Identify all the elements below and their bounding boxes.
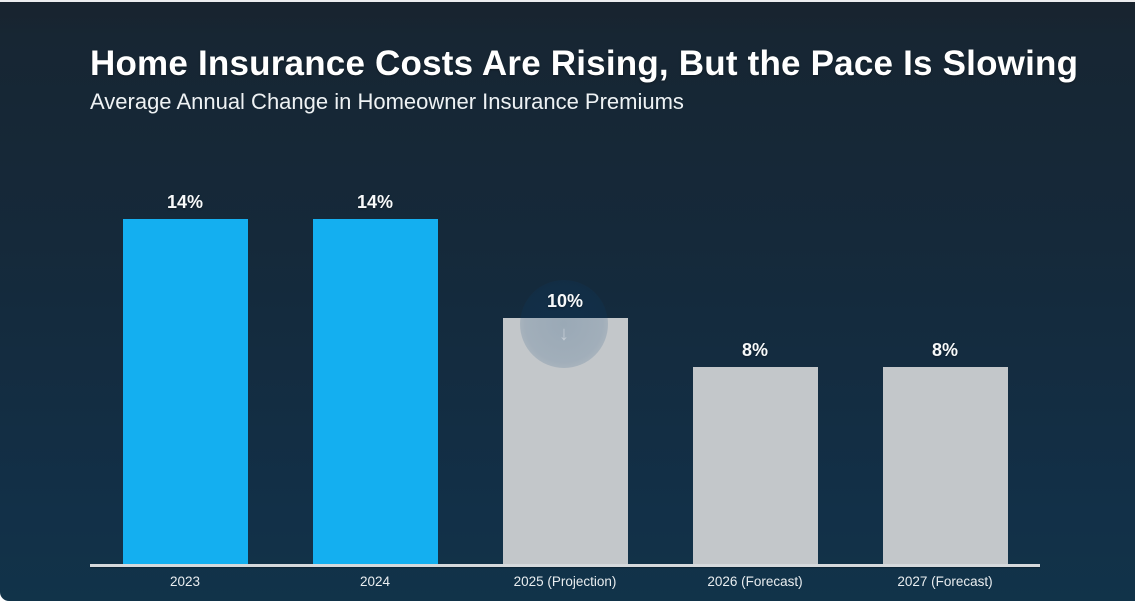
bar-rect-2025-projection	[502, 317, 628, 564]
x-axis-tick-labels: 2023 2024 2025 (Projection) 2026 (Foreca…	[90, 574, 1040, 589]
bar-rect-2027-forecast	[882, 366, 1008, 564]
bar-rect-2024	[312, 218, 438, 564]
bar-group-2026-forecast: 8%	[660, 340, 850, 564]
tick-label-2027-forecast: 2027 (Forecast)	[897, 574, 993, 589]
bar-value-label: 10%	[546, 290, 584, 311]
bars-row: 14% 14% 10% 8% 8%	[90, 192, 1040, 564]
bar-group-2027-forecast: 8%	[850, 340, 1040, 564]
tick-label-2026-forecast: 2026 (Forecast)	[707, 574, 803, 589]
tick-label-2024: 2024	[359, 574, 391, 589]
tick-label-2023: 2023	[169, 574, 201, 589]
bar-chart-plot-area: 14% 14% 10% 8% 8% 2023 2024	[90, 171, 1040, 601]
bar-value-label: 14%	[356, 191, 394, 212]
chart-title: Home Insurance Costs Are Rising, But the…	[90, 44, 1079, 83]
bar-group-2025-projection: 10%	[470, 290, 660, 564]
bar-rect-2023	[122, 218, 248, 564]
click-indicator-circle: ↓	[520, 280, 608, 368]
top-edge-line	[0, 0, 1135, 2]
chart-subtitle: Average Annual Change in Homeowner Insur…	[90, 89, 684, 114]
down-arrow-icon: ↓	[559, 322, 569, 345]
bar-value-label: 14%	[166, 191, 204, 212]
bar-group-2024: 14%	[280, 192, 470, 564]
bar-value-label: 8%	[741, 339, 768, 360]
bar-value-label: 8%	[931, 339, 958, 360]
bar-group-2023: 14%	[90, 192, 280, 564]
x-axis-line	[90, 564, 1040, 567]
bar-rect-2026-forecast	[692, 366, 818, 564]
tick-label-2025-projection: 2025 (Projection)	[513, 574, 617, 589]
